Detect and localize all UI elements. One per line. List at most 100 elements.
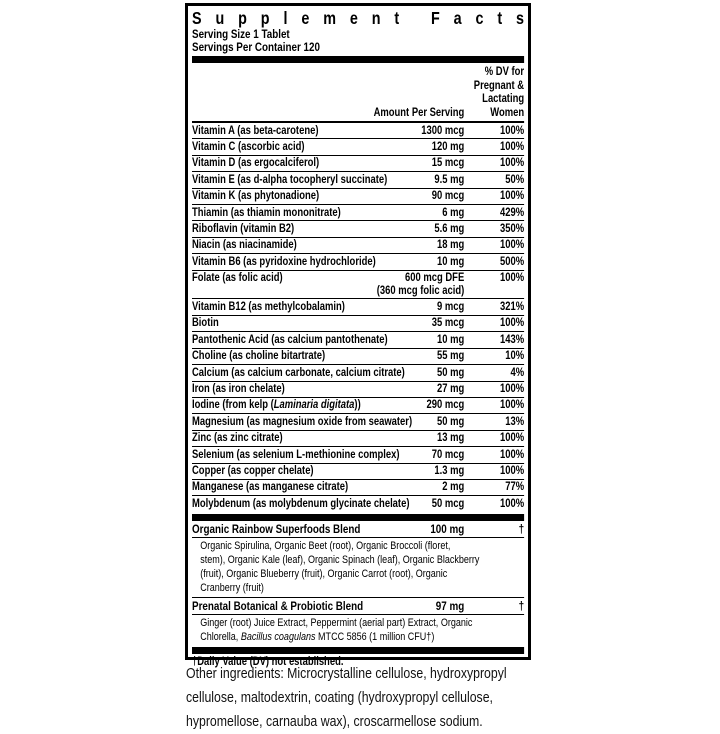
nutrient-amount: 2 mg <box>442 481 465 494</box>
nutrient-label: Folate (as folic acid) <box>192 272 283 285</box>
amount-line: (360 mcg folic acid) <box>376 284 465 297</box>
nutrient-amount: 50 mg <box>436 366 465 379</box>
nutrient-dv: 4% <box>510 366 525 379</box>
nutrient-row: Iodine (from kelp (Laminaria digitata)) 2… <box>192 396 525 413</box>
dv-header-line: Pregnant & <box>473 79 525 92</box>
title-letter <box>413 9 417 28</box>
nutrient-row: Vitamin D (as ergocalciferol) 15 mcg 100% <box>192 154 525 171</box>
nutrient-label: Vitamin D (as ergocalciferol) <box>192 157 320 170</box>
nutrient-row: Thiamin (as thiamin mononitrate) 6 mg 429% <box>192 204 525 220</box>
blend-header-row: Prenatal Botanical & Probiotic Blend 97 m… <box>192 598 525 615</box>
column-header-row: Amount Per Serving % DV for Pregnant & L… <box>192 66 525 123</box>
nutrient-dv: 429% <box>499 206 525 219</box>
nutrient-label: Thiamin (as thiamin mononitrate) <box>192 206 341 219</box>
nutrient-dv: 143% <box>499 333 525 346</box>
nutrient-row: Molybdenum (as molybdenum glycinate chel… <box>192 495 525 511</box>
nutrient-label: Calcium (as calcium carbonate, calcium c… <box>192 366 405 379</box>
nutrient-amount: 35 mcg <box>431 317 465 330</box>
nutrient-row: Vitamin A (as beta-carotene) 1300 mcg 100% <box>192 123 524 138</box>
serving-size: Serving Size 1 Tablet <box>192 27 290 41</box>
nutrient-amount: 10 mg <box>436 333 465 346</box>
nutrient-row: Copper (as copper chelate) 1.3 mg 100% <box>192 462 525 479</box>
nutrient-label: Vitamin B12 (as methylcobalamin) <box>192 300 345 313</box>
nutrient-dv: 10% <box>505 350 525 363</box>
title-letter: m <box>323 8 336 28</box>
nutrient-amount: 120 mg <box>431 140 465 153</box>
title-letter: s <box>516 8 525 28</box>
nutrient-dv: 100% <box>499 272 525 285</box>
nutrient-row: Manganese (as manganese citrate) 2 mg 77% <box>192 478 525 495</box>
blend-ingredients-line: Ginger (root) Juice Extract, Peppermint … <box>200 616 473 629</box>
title-letter: t <box>394 8 400 28</box>
title-letter: c <box>475 8 484 28</box>
amount-column-header: Amount Per Serving <box>373 106 465 119</box>
other-ingredients: Other ingredients: Microcrystalline cell… <box>186 662 530 734</box>
title-letter: F <box>430 8 440 28</box>
nutrient-dv: 100% <box>499 317 525 330</box>
nutrient-dv: 100% <box>499 399 525 412</box>
nutrient-row: Pantothenic Acid (as calcium pantothenat… <box>192 331 525 347</box>
nutrient-dv: 100% <box>499 190 525 203</box>
other-ingredients-line: Other ingredients: Microcrystalline cell… <box>186 665 507 682</box>
title-letter: a <box>453 8 462 28</box>
nutrient-amount: 1.3 mg <box>434 465 465 478</box>
blend-header-row: Organic Rainbow Superfoods Blend 100 mg † <box>192 521 525 538</box>
nutrient-rows: Vitamin A (as beta-carotene) 1300 mcg 100%… <box>192 123 525 512</box>
nutrient-dv: 100% <box>499 140 525 153</box>
title-letter: S <box>192 8 202 28</box>
nutrient-row: Choline (as choline bitartrate) 55 mg 10% <box>192 347 525 364</box>
nutrient-label: Choline (as choline bitartrate) <box>192 350 326 363</box>
nutrient-dv: 50% <box>505 173 525 186</box>
nutrient-amount: 5.6 mg <box>434 222 465 235</box>
nutrient-amount: 55 mg <box>436 350 465 363</box>
nutrient-row: Vitamin B6 (as pyridoxine hydrochloride)… <box>192 253 525 269</box>
divider-bar-blends <box>192 513 525 521</box>
text-part: Chlorella, <box>200 630 241 643</box>
nutrient-dv: 100% <box>499 432 525 445</box>
nutrient-label: Iron (as iron chelate) <box>192 383 285 395</box>
nutrient-amount: 70 mcg <box>431 448 465 461</box>
text-part: )) <box>354 399 361 412</box>
title-letter: l <box>283 8 288 28</box>
nutrient-dv: 321% <box>499 300 525 313</box>
title-letter: e <box>301 8 310 28</box>
nutrient-amount: 50 mg <box>436 415 465 428</box>
nutrient-dv: 100% <box>499 448 525 461</box>
nutrient-row: Zinc (as zinc citrate) 13 mg 100% <box>192 429 525 446</box>
text-part: Iodine (from kelp ( <box>192 399 274 412</box>
title-letter: p <box>260 8 270 28</box>
nutrient-label: Selenium (as selenium L-methionine compl… <box>192 448 400 461</box>
nutrient-label: Biotin <box>192 317 219 330</box>
nutrient-row: Calcium (as calcium carbonate, calcium c… <box>192 364 525 380</box>
nutrient-dv: 100% <box>499 465 525 478</box>
nutrient-row: Vitamin K (as phytonadione) 90 mcg 100% <box>192 187 525 204</box>
nutrient-dv: 77% <box>505 481 525 494</box>
blend-ingredients: Ginger (root) Juice Extract, Peppermint … <box>192 615 524 645</box>
dv-header-line: % DV for <box>484 66 525 78</box>
amount-line: 600 mcg DFE <box>405 272 465 285</box>
nutrient-label: Pantothenic Acid (as calcium pantothenat… <box>192 333 388 346</box>
nutrient-label: Riboflavin (vitamin B2) <box>192 222 295 235</box>
nutrient-amount: 1300 mcg <box>421 124 465 137</box>
nutrient-row: Vitamin B12 (as methylcobalamin) 9 mcg 321… <box>192 298 525 314</box>
nutrient-row: Selenium (as selenium L-methionine compl… <box>192 446 525 462</box>
blend-dv-dagger: † <box>518 598 525 613</box>
other-ingredients-line: hypromellose, carnauba wax), croscarmell… <box>186 713 483 730</box>
nutrient-dv: 100% <box>499 239 525 252</box>
nutrient-label: Vitamin C (ascorbic acid) <box>192 140 305 153</box>
nutrient-label: Manganese (as manganese citrate) <box>192 481 349 494</box>
nutrient-amount: 90 mcg <box>431 190 465 203</box>
blend-amount: 100 mg <box>430 521 465 536</box>
nutrient-amount: 18 mg <box>436 239 465 252</box>
nutrient-label: Copper (as copper chelate) <box>192 465 314 478</box>
nutrient-amount: 50 mcg <box>431 497 465 510</box>
blend-ingredients: Organic Spirulina, Organic Beet (root), … <box>192 538 524 597</box>
blend-ingredients-line: (fruit), Organic Blueberry (fruit), Orga… <box>200 568 448 581</box>
dv-header-line: Lactating <box>482 93 525 105</box>
nutrient-row: Magnesium (as magnesium oxide from seawa… <box>192 413 525 429</box>
blend-amount: 97 mg <box>435 598 465 613</box>
blend-ingredients-line: Chlorella, Bacillus coagulans MTCC 5856 … <box>200 630 524 644</box>
